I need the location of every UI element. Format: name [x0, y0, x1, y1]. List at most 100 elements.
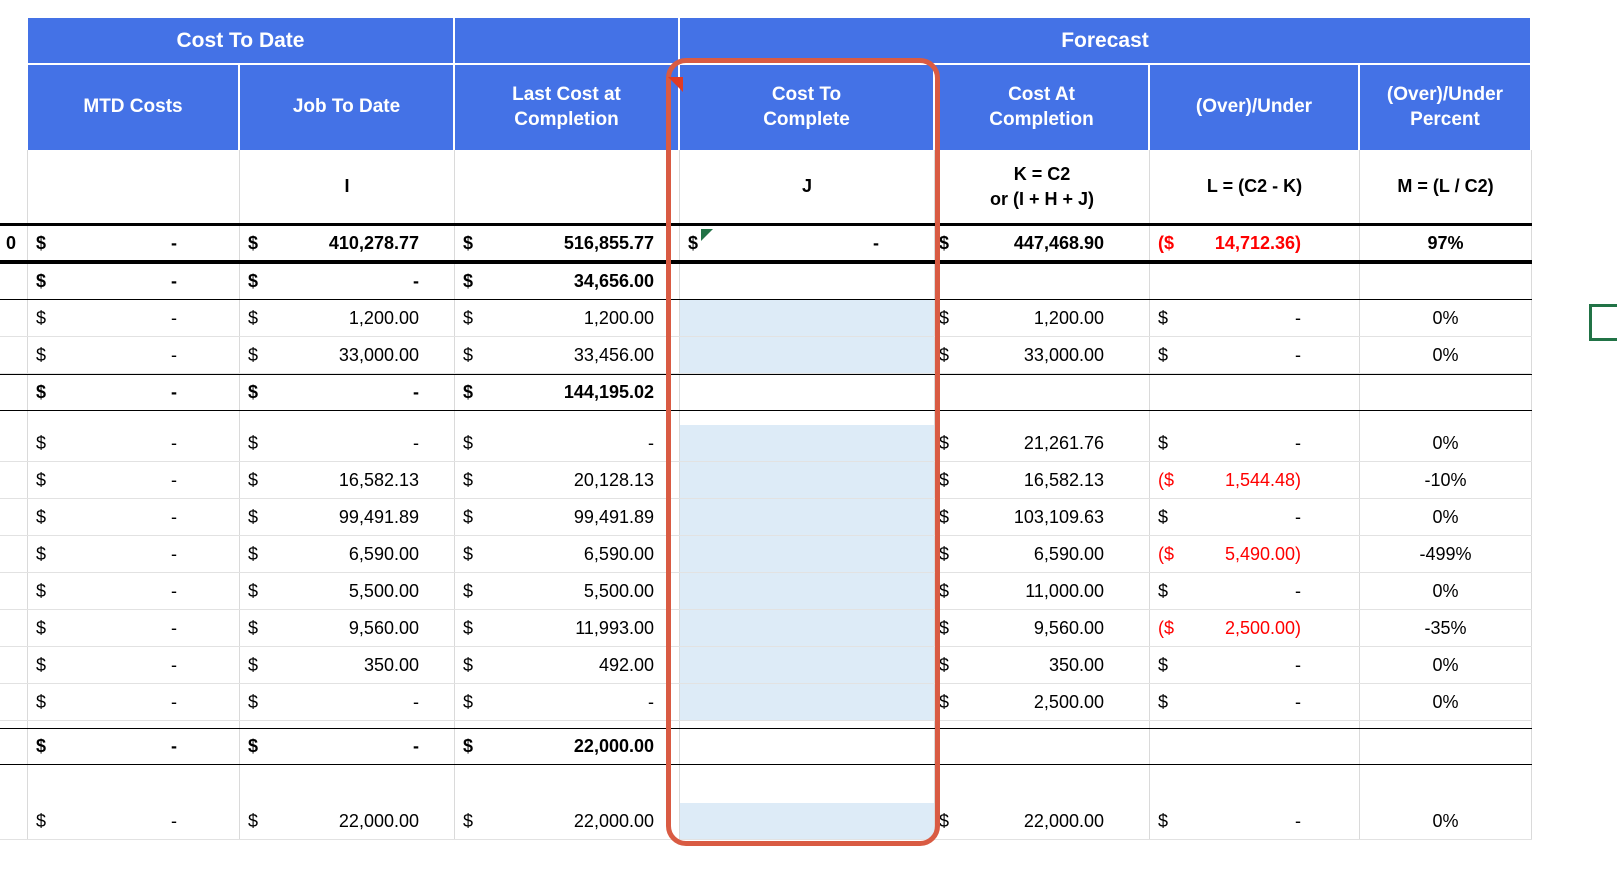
cell-percent[interactable]: -35%: [1360, 610, 1532, 646]
cell-clipped-left[interactable]: [0, 300, 28, 336]
cell-ctc[interactable]: [680, 573, 935, 609]
cell-clipped-left[interactable]: [0, 729, 28, 764]
cell-ou[interactable]: $ -: [1150, 499, 1360, 535]
cell-cac[interactable]: $350.00: [935, 647, 1150, 683]
cell-cac[interactable]: $447,468.90: [935, 226, 1150, 260]
cell-lcac[interactable]: $6,590.00: [455, 536, 680, 572]
cell-cac[interactable]: [935, 375, 1150, 410]
cell-clipped-left[interactable]: [0, 536, 28, 572]
cell-jtd[interactable]: $33,000.00: [240, 337, 455, 373]
cell-cac[interactable]: $6,590.00: [935, 536, 1150, 572]
cell-percent[interactable]: [1360, 375, 1532, 410]
cell-percent[interactable]: 0%: [1360, 684, 1532, 720]
cell-ctc[interactable]: [680, 462, 935, 498]
formula-cell-j[interactable]: J: [680, 150, 935, 223]
cell-mtd[interactable]: $ -: [28, 462, 240, 498]
cell-jtd[interactable]: $99,491.89: [240, 499, 455, 535]
cell-ou[interactable]: ($ 2,500.00): [1150, 610, 1360, 646]
cell-ctc[interactable]: [680, 264, 935, 299]
column-header-over-under[interactable]: (Over)/Under: [1150, 65, 1360, 150]
column-header-over-under-percent[interactable]: (Over)/Under Percent: [1360, 65, 1532, 150]
cell-cac[interactable]: $33,000.00: [935, 337, 1150, 373]
cell-jtd[interactable]: $410,278.77: [240, 226, 455, 260]
cell-cac[interactable]: $2,500.00: [935, 684, 1150, 720]
column-header-cost-to-complete[interactable]: Cost To Complete: [680, 65, 935, 150]
formula-cell-k[interactable]: K = C2 or (I + H + J): [935, 150, 1150, 223]
cell-mtd[interactable]: $ -: [28, 647, 240, 683]
cell-lcac[interactable]: $34,656.00: [455, 264, 680, 299]
cell-mtd[interactable]: $ -: [28, 226, 240, 260]
cell-lcac[interactable]: $20,128.13: [455, 462, 680, 498]
header-group-forecast[interactable]: Forecast: [680, 18, 1532, 65]
cell-clipped-left[interactable]: [0, 610, 28, 646]
cell-ctc[interactable]: [680, 729, 935, 764]
cell-mtd[interactable]: $ -: [28, 300, 240, 336]
cell-ctc[interactable]: [680, 499, 935, 535]
cell-ou[interactable]: $ -: [1150, 684, 1360, 720]
cell-cac[interactable]: [935, 264, 1150, 299]
cell-jtd[interactable]: $5,500.00: [240, 573, 455, 609]
cell-ou[interactable]: ($ 1,544.48): [1150, 462, 1360, 498]
cell-jtd[interactable]: $ -: [240, 729, 455, 764]
cell-lcac[interactable]: $ -: [455, 684, 680, 720]
cell-mtd[interactable]: $ -: [28, 684, 240, 720]
cell-jtd[interactable]: $ -: [240, 264, 455, 299]
cell-ou[interactable]: $ -: [1150, 337, 1360, 373]
cell-ctc[interactable]: [680, 375, 935, 410]
column-header-cost-at-completion[interactable]: Cost At Completion: [935, 65, 1150, 150]
cell-ou[interactable]: $ -: [1150, 573, 1360, 609]
cell-clipped-left[interactable]: [0, 375, 28, 410]
column-header-mtd-costs[interactable]: MTD Costs: [28, 65, 240, 150]
cell-cac[interactable]: $9,560.00: [935, 610, 1150, 646]
formula-cell-lcac[interactable]: [455, 150, 680, 223]
cell-ctc[interactable]: [680, 337, 935, 373]
cell-ctc[interactable]: [680, 300, 935, 336]
cell-percent[interactable]: 0%: [1360, 300, 1532, 336]
cell-mtd[interactable]: $ -: [28, 803, 240, 839]
cell-lcac[interactable]: $22,000.00: [455, 729, 680, 764]
cell-percent[interactable]: [1360, 264, 1532, 299]
cell-clipped-left[interactable]: [0, 684, 28, 720]
cell-jtd[interactable]: $6,590.00: [240, 536, 455, 572]
cell-ctc[interactable]: [680, 610, 935, 646]
cell-jtd[interactable]: $ -: [240, 425, 455, 461]
cell-cac[interactable]: $22,000.00: [935, 803, 1150, 839]
cell-ctc[interactable]: [680, 684, 935, 720]
cell-lcac[interactable]: $1,200.00: [455, 300, 680, 336]
cell-cac[interactable]: $11,000.00: [935, 573, 1150, 609]
cell-mtd[interactable]: $ -: [28, 610, 240, 646]
cell-cac[interactable]: [935, 729, 1150, 764]
cell-ou[interactable]: $ -: [1150, 300, 1360, 336]
cell-percent[interactable]: 0%: [1360, 803, 1532, 839]
cell-ou[interactable]: [1150, 264, 1360, 299]
cell-clipped-left[interactable]: [0, 462, 28, 498]
cell-clipped-left[interactable]: [0, 425, 28, 461]
formula-cell-mtd[interactable]: [28, 150, 240, 223]
cell-cac[interactable]: $103,109.63: [935, 499, 1150, 535]
cell-percent[interactable]: 0%: [1360, 499, 1532, 535]
cell-ctc[interactable]: [680, 425, 935, 461]
cell-percent[interactable]: 97%: [1360, 226, 1532, 260]
cell-percent[interactable]: 0%: [1360, 425, 1532, 461]
cell-jtd[interactable]: $350.00: [240, 647, 455, 683]
cell-mtd[interactable]: $ -: [28, 264, 240, 299]
cell-clipped-left[interactable]: [0, 264, 28, 299]
cell-lcac[interactable]: $33,456.00: [455, 337, 680, 373]
cell-ou[interactable]: $ -: [1150, 803, 1360, 839]
cell-jtd[interactable]: $ -: [240, 375, 455, 410]
cell-jtd[interactable]: $9,560.00: [240, 610, 455, 646]
cell-clipped-left[interactable]: [0, 150, 28, 223]
cell-mtd[interactable]: $ -: [28, 499, 240, 535]
column-header-job-to-date[interactable]: Job To Date: [240, 65, 455, 150]
cell-cac[interactable]: $16,582.13: [935, 462, 1150, 498]
cell-cac[interactable]: $1,200.00: [935, 300, 1150, 336]
cell-mtd[interactable]: $ -: [28, 536, 240, 572]
cell-mtd[interactable]: $ -: [28, 729, 240, 764]
cell-clipped-left[interactable]: [0, 647, 28, 683]
cell-ou[interactable]: [1150, 729, 1360, 764]
cell-percent[interactable]: 0%: [1360, 337, 1532, 373]
cell-lcac[interactable]: $144,195.02: [455, 375, 680, 410]
cell-ou[interactable]: ($ 5,490.00): [1150, 536, 1360, 572]
cell-percent[interactable]: 0%: [1360, 647, 1532, 683]
cell-jtd[interactable]: $1,200.00: [240, 300, 455, 336]
